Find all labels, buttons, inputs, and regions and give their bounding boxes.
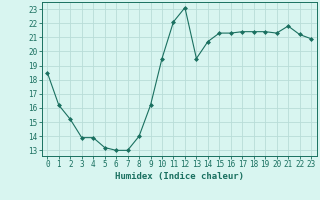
- X-axis label: Humidex (Indice chaleur): Humidex (Indice chaleur): [115, 172, 244, 181]
